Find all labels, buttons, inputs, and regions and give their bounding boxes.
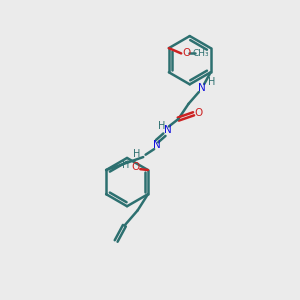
Text: O: O xyxy=(131,162,140,172)
Text: O: O xyxy=(182,48,190,58)
Text: H: H xyxy=(208,77,216,87)
Text: H: H xyxy=(133,148,140,158)
Text: N: N xyxy=(198,82,206,93)
Text: H: H xyxy=(158,121,165,131)
Text: N: N xyxy=(164,125,171,135)
Text: N: N xyxy=(153,140,161,150)
Text: H: H xyxy=(122,160,129,170)
Text: CH₃: CH₃ xyxy=(192,49,209,58)
Text: O: O xyxy=(195,108,203,118)
